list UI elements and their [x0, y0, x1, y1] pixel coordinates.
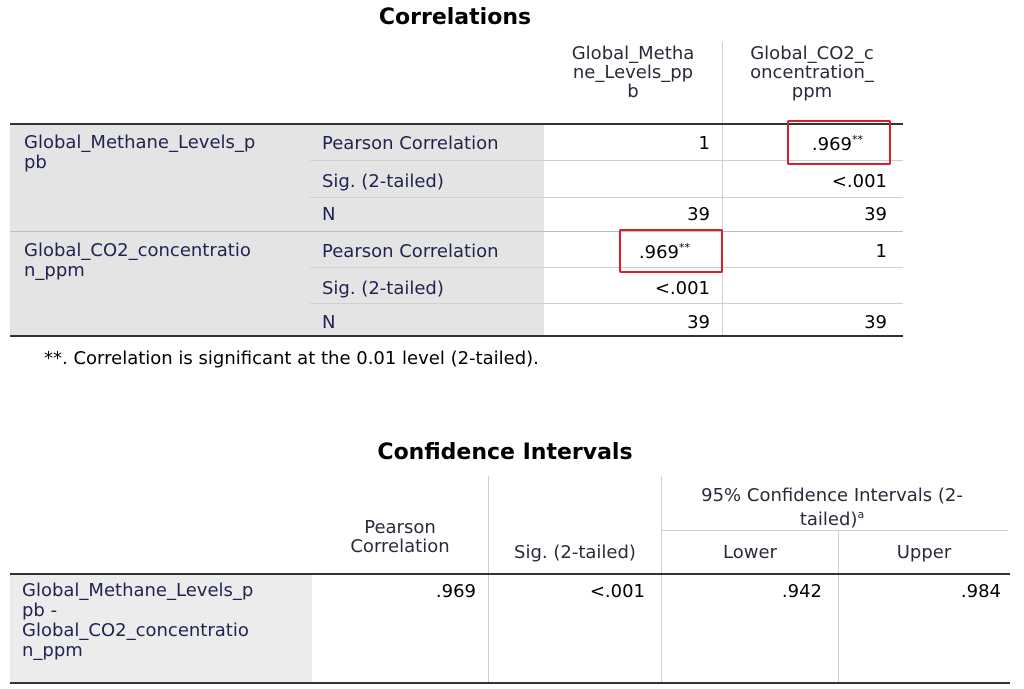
- row-label-methane: Global_Methane_Levels_p pb: [24, 133, 309, 173]
- value-cell: 39: [687, 204, 710, 225]
- stat-sig: Sig. (2-tailed): [322, 278, 444, 299]
- col-header-co2: Global_CO2_c oncentration_ ppm: [723, 44, 901, 101]
- value-cell: <.001: [831, 171, 887, 192]
- col-header-line: Global_Metha: [571, 43, 695, 64]
- ci-sig-value: <.001: [589, 581, 645, 602]
- row-label-line: Global_CO2_concentratio: [22, 620, 249, 641]
- ci-row-label: Global_Methane_Levels_p pb - Global_CO2_…: [22, 581, 310, 661]
- col-header-line: b: [627, 81, 639, 102]
- row-label-line: pb: [24, 152, 47, 173]
- ci-row-label-block: [10, 575, 312, 682]
- row-label-line: Global_CO2_concentratio: [24, 240, 251, 261]
- header-line: 95% Confidence Intervals (2-: [701, 485, 963, 506]
- ci-group-rule: [662, 530, 1008, 531]
- ci-table-bottom-rule: [10, 682, 1010, 684]
- body-divider: [838, 575, 839, 682]
- stat-row-line: [310, 160, 903, 161]
- ci-lower-value: .942: [781, 581, 822, 602]
- value-cell-highlighted: .969**: [544, 241, 690, 263]
- correlations-title: Correlations: [378, 5, 532, 30]
- header-sig: Sig. (2-tailed): [514, 542, 636, 563]
- value-cell: 1: [875, 241, 887, 262]
- group-separator: [10, 231, 903, 232]
- row-label-line: Global_Methane_Levels_p: [22, 580, 254, 601]
- row-label-co2: Global_CO2_concentratio n_ppm: [24, 241, 309, 281]
- stat-pearson: Pearson Correlation: [322, 241, 499, 262]
- table-bottom-rule: [10, 335, 903, 337]
- correlations-footnote: **. Correlation is significant at the 0.…: [44, 348, 539, 369]
- stat-n: N: [322, 204, 336, 225]
- row-label-line: n_ppm: [22, 640, 83, 661]
- stat-pearson: Pearson Correlation: [322, 133, 499, 154]
- value-cell: 1: [698, 133, 710, 154]
- stat-row-line: [310, 303, 903, 304]
- value-text: .969: [638, 242, 679, 263]
- row-label-line: Global_Methane_Levels_p: [24, 132, 256, 153]
- table-top-rule: [10, 123, 903, 125]
- value-cell: 39: [864, 204, 887, 225]
- col-header-line: ppm: [791, 81, 833, 102]
- confidence-title: Confidence Intervals: [377, 440, 633, 465]
- stat-row-line: [310, 197, 903, 198]
- header-upper: Upper: [896, 542, 952, 563]
- highlight-box-co2-methane: [787, 120, 891, 165]
- value-cell-highlighted: .969**: [723, 133, 863, 155]
- header-line: tailed): [799, 509, 858, 530]
- row-label-line: pb -: [22, 600, 58, 621]
- stat-sig: Sig. (2-tailed): [322, 171, 444, 192]
- ci-upper-value: .984: [960, 581, 1001, 602]
- footnote-marker: a: [857, 508, 865, 521]
- header-pearson: Pearson Correlation: [312, 518, 488, 556]
- row-label-line: n_ppm: [24, 260, 85, 281]
- header-divider: [722, 42, 723, 124]
- header-line: Pearson: [364, 517, 436, 538]
- stat-n: N: [322, 312, 336, 333]
- value-text: .969: [811, 134, 852, 155]
- header-lower: Lower: [723, 542, 777, 563]
- row-label-block: [10, 125, 310, 335]
- value-cell: 39: [864, 312, 887, 333]
- header-ci-group: 95% Confidence Intervals (2- tailed)a: [662, 486, 1002, 529]
- value-cell: <.001: [654, 278, 710, 299]
- col-header-methane: Global_Metha ne_Levels_pp b: [544, 44, 722, 101]
- col-header-line: Global_CO2_c: [750, 43, 874, 64]
- stat-row-line: [310, 267, 903, 268]
- header-divider: [661, 476, 662, 574]
- header-divider: [838, 530, 839, 574]
- header-line: Correlation: [350, 536, 450, 557]
- col-header-line: oncentration_: [750, 62, 874, 83]
- ci-pearson-value: .969: [435, 581, 476, 602]
- col-header-line: ne_Levels_pp: [572, 62, 694, 83]
- value-cell: 39: [687, 312, 710, 333]
- ci-table-top-rule: [10, 573, 1010, 575]
- highlight-box-methane-co2: [619, 229, 723, 273]
- significance-marker: **: [852, 133, 863, 146]
- header-divider: [488, 476, 489, 574]
- body-divider: [488, 575, 489, 682]
- body-divider: [661, 575, 662, 682]
- significance-marker: **: [679, 241, 690, 254]
